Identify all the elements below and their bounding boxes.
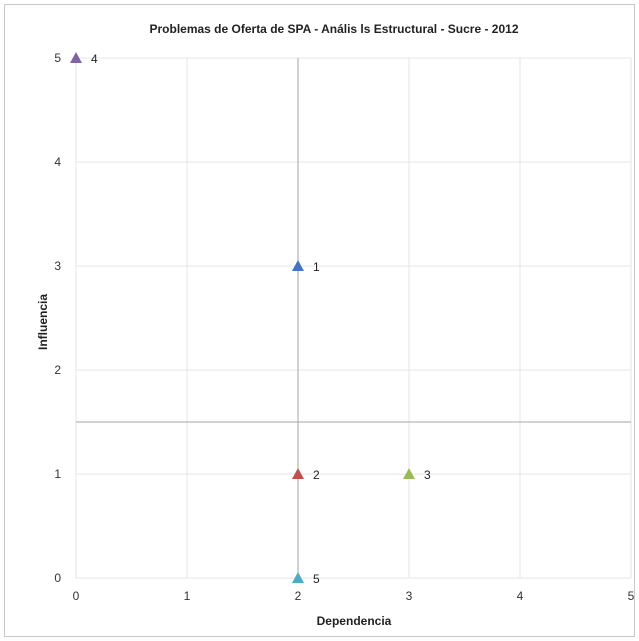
data-point-4-marker: [70, 52, 82, 63]
data-point-1-marker: [292, 260, 304, 271]
tick-labels: 0 1 2 3 4 5 0 1 2 3 4 5: [54, 51, 634, 603]
data-point-2-marker: [292, 468, 304, 479]
data-point-3-label: 3: [424, 468, 431, 482]
grid-lines: [75, 57, 632, 579]
y-tick-label: 3: [54, 259, 61, 273]
y-tick-label: 5: [54, 51, 61, 65]
y-tick-label: 2: [54, 363, 61, 377]
y-axis-label: Influencia: [36, 294, 50, 350]
reference-lines: [76, 58, 631, 578]
x-tick-label: 4: [517, 589, 524, 603]
y-tick-label: 0: [54, 571, 61, 585]
y-tick-label: 1: [54, 467, 61, 481]
x-tick-label: 0: [73, 589, 80, 603]
x-tick-label: 2: [295, 589, 302, 603]
x-tick-label: 1: [184, 589, 191, 603]
y-tick-label: 4: [54, 155, 61, 169]
data-points: 1 2 3 4 5: [70, 52, 431, 586]
x-axis-label: Dependencia: [317, 614, 392, 628]
data-point-2-label: 2: [313, 468, 320, 482]
data-point-1-label: 1: [313, 260, 320, 274]
data-point-4-label: 4: [91, 52, 98, 66]
scatter-chart: Problemas de Oferta de SPA - Anális ls E…: [36, 22, 635, 628]
data-point-5-marker: [292, 572, 304, 583]
chart-frame: Problemas de Oferta de SPA - Anális ls E…: [4, 4, 635, 637]
data-point-5-label: 5: [313, 572, 320, 586]
x-tick-label: 5: [628, 589, 635, 603]
chart-title: Problemas de Oferta de SPA - Anális ls E…: [149, 22, 518, 36]
x-tick-label: 3: [406, 589, 413, 603]
data-point-3-marker: [403, 468, 415, 479]
